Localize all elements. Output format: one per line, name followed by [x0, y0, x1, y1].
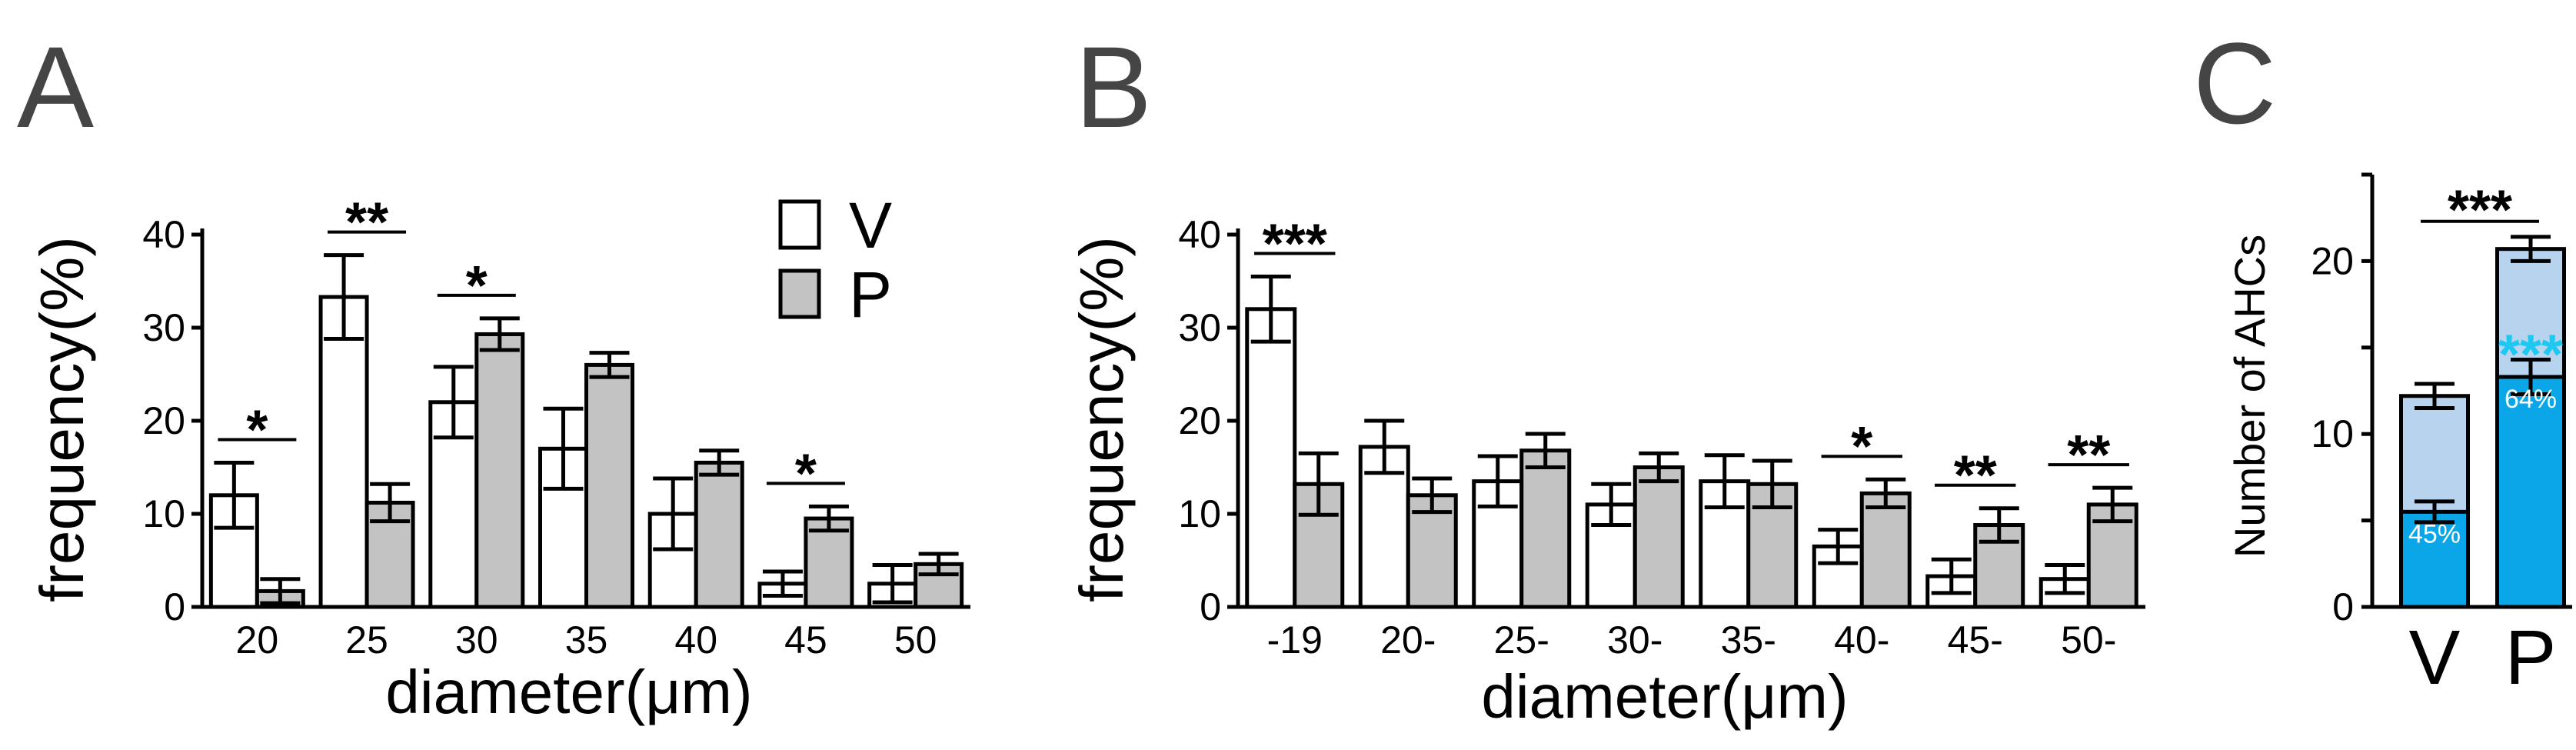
bar-p: [1632, 465, 1685, 609]
bar-subset: [2495, 375, 2566, 609]
y-tick-label: 40: [142, 213, 185, 256]
x-tick-label: 25: [345, 618, 388, 662]
bar-p: [584, 362, 634, 609]
x-tick-label: 25-: [1494, 618, 1549, 662]
x-tick-label: 50-: [2061, 618, 2116, 662]
legend-swatch-v: [778, 199, 821, 250]
percent-label: 45%: [2408, 519, 2461, 548]
significance-stars: *: [246, 399, 268, 461]
x-tick-label: 45-: [1948, 618, 2003, 662]
significance-stars: **: [1954, 445, 1997, 507]
percent-label: 64%: [2504, 385, 2557, 414]
bar-p: [694, 460, 744, 609]
significance-stars: ***: [1263, 213, 1327, 275]
panel-letter-c: C: [2193, 18, 2276, 148]
bar-subset: [2399, 509, 2470, 609]
y-tick-label: 0: [164, 585, 185, 628]
y-tick-label: 30: [142, 306, 185, 349]
significance-stars: *: [1851, 416, 1872, 478]
bar-p: [474, 332, 525, 609]
x-tick-label: 35-: [1721, 618, 1776, 662]
x-tick-label: 35: [565, 618, 608, 662]
x-tick-label: V: [2409, 615, 2461, 701]
panel-c: C 45% 64% 0 10 20 V P *** *** Number of AHCs: [2193, 18, 2572, 701]
significance-stars: *: [466, 255, 488, 317]
legend-label-p: P: [849, 258, 892, 331]
bar-p: [1859, 491, 1912, 609]
x-tick-label: 20-: [1380, 618, 1436, 662]
y-axis-label: Number of AHCs: [2225, 235, 2274, 558]
x-tick-label: 30: [455, 618, 498, 662]
y-axis-label: frequency(%): [1067, 236, 1136, 602]
y-tick-label: 0: [2332, 585, 2354, 628]
y-tick-label: 30: [1178, 306, 1221, 349]
y-axis-label: frequency(%): [28, 236, 96, 602]
y-tick-label: 20: [1178, 399, 1221, 442]
y-tick-label: 10: [142, 492, 185, 535]
x-tick-label: 40: [674, 618, 717, 662]
bar-v: [1245, 307, 1297, 609]
significance-stars: *: [795, 443, 817, 505]
x-axis-label: diameter(μm): [385, 658, 752, 726]
legend-swatch-p: [778, 268, 821, 319]
significance-stars-subset: ***: [2498, 325, 2563, 386]
x-tick-label: -19: [1267, 618, 1323, 662]
significance-stars: **: [345, 192, 388, 254]
y-tick-label: 20: [2311, 239, 2354, 282]
x-tick-label: 50: [894, 618, 937, 662]
y-tick-label: 40: [1178, 213, 1221, 256]
x-tick-label: P: [2505, 615, 2557, 701]
y-tick-label: 10: [1178, 492, 1221, 535]
bar-p: [1519, 448, 1572, 609]
legend: V P: [778, 189, 892, 331]
y-tick-label: 10: [2311, 412, 2354, 455]
x-tick-label: 20: [236, 618, 279, 662]
y-tick-label: 0: [1200, 585, 1221, 628]
x-tick-label: 45: [784, 618, 827, 662]
legend-label-v: V: [849, 189, 892, 262]
panel-letter-a: A: [17, 22, 94, 152]
x-tick-label: 30-: [1607, 618, 1662, 662]
x-axis-label: diameter(μm): [1481, 662, 1848, 731]
significance-stars: **: [2067, 425, 2110, 486]
significance-stars: ***: [2448, 180, 2512, 242]
x-tick-label: 40-: [1834, 618, 1889, 662]
panel-letter-b: B: [1075, 22, 1152, 152]
bar-v: [318, 295, 369, 609]
y-tick-label: 20: [142, 399, 185, 442]
